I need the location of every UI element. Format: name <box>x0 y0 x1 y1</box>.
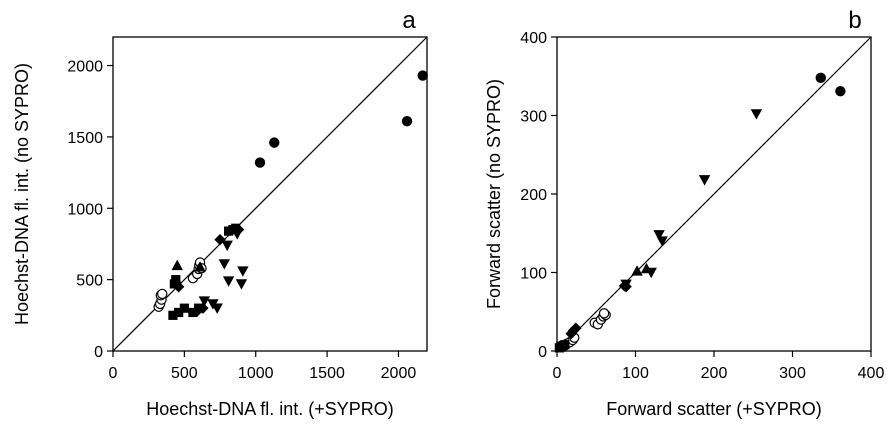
y-tick-label: 1500 <box>67 130 103 147</box>
data-point <box>631 265 643 276</box>
data-point <box>653 230 665 241</box>
data-point <box>656 236 668 247</box>
x-tick-label: 0 <box>109 365 118 382</box>
data-point <box>174 307 184 318</box>
data-point <box>254 157 266 168</box>
data-point <box>221 240 233 252</box>
y-tick-label: 200 <box>520 187 547 204</box>
x-tick-label: 0 <box>553 365 562 382</box>
x-tick-label: 2000 <box>381 365 417 382</box>
x-tick-label: 1500 <box>309 365 345 382</box>
x-tick-label: 100 <box>622 365 649 382</box>
y-axis-label: Forward scatter (no SYPRO) <box>484 79 504 309</box>
series-circle-filled <box>254 70 428 168</box>
data-point <box>645 267 657 279</box>
data-point <box>269 137 280 148</box>
panel-label: b <box>848 7 861 34</box>
data-point <box>188 307 198 318</box>
series-triangle-down-filled <box>620 109 763 290</box>
series-square-filled <box>554 340 570 353</box>
data-point <box>198 296 211 307</box>
data-point <box>168 310 178 320</box>
data-point <box>197 302 209 314</box>
data-point <box>598 308 610 319</box>
series-triangle-up-filled <box>171 259 206 272</box>
data-point <box>815 72 826 84</box>
data-point <box>835 85 846 97</box>
data-point <box>620 279 632 290</box>
x-tick-label: 200 <box>701 365 728 382</box>
data-point <box>698 175 711 186</box>
plot-frame <box>112 36 428 352</box>
data-point <box>172 281 185 293</box>
series-circle-filled <box>815 72 846 97</box>
data-point <box>237 266 249 277</box>
x-axis-label: Hoechst-DNA fl. int. (+SYPRO) <box>146 399 394 419</box>
series-triangle-down-filled <box>198 229 249 314</box>
y-tick-label: 2000 <box>67 59 103 76</box>
data-point <box>750 109 763 120</box>
y-tick-label: 400 <box>520 30 547 47</box>
y-tick-label: 100 <box>520 266 547 283</box>
data-point <box>211 303 223 314</box>
x-tick-label: 500 <box>171 365 198 382</box>
data-point <box>171 259 183 271</box>
data-point <box>417 70 428 81</box>
data-point <box>179 303 189 313</box>
x-tick-label: 300 <box>779 365 806 382</box>
y-axis-label: Hoechst-DNA fl. int. (no SYPRO) <box>12 63 32 325</box>
data-point <box>560 340 570 350</box>
data-point <box>231 229 243 240</box>
data-point <box>570 322 582 334</box>
y-tick-label: 300 <box>520 109 547 126</box>
x-axis-label: Forward scatter (+SYPRO) <box>606 399 822 419</box>
x-tick-label: 1000 <box>238 365 274 382</box>
identity-line <box>556 36 872 352</box>
y-tick-label: 500 <box>76 273 103 290</box>
x-tick-label: 400 <box>858 365 885 382</box>
data-point <box>157 288 168 300</box>
panel-b: 0 100 200 300 400 0 100 200 300 400 Forward scatte… <box>484 7 884 419</box>
panel-a: 0 500 1000 1500 2000 0 500 1000 1500 2000 Hoechst-… <box>12 7 428 419</box>
y-tick-label: 0 <box>538 344 547 361</box>
y-tick-label: 0 <box>94 344 103 361</box>
series-diamond-filled <box>170 223 245 317</box>
data-point <box>222 276 235 287</box>
data-point <box>194 261 206 272</box>
data-point <box>218 259 231 270</box>
y-tick-label: 1000 <box>67 201 103 218</box>
panel-label: a <box>402 7 416 34</box>
data-point <box>235 279 248 290</box>
data-point <box>401 116 413 127</box>
